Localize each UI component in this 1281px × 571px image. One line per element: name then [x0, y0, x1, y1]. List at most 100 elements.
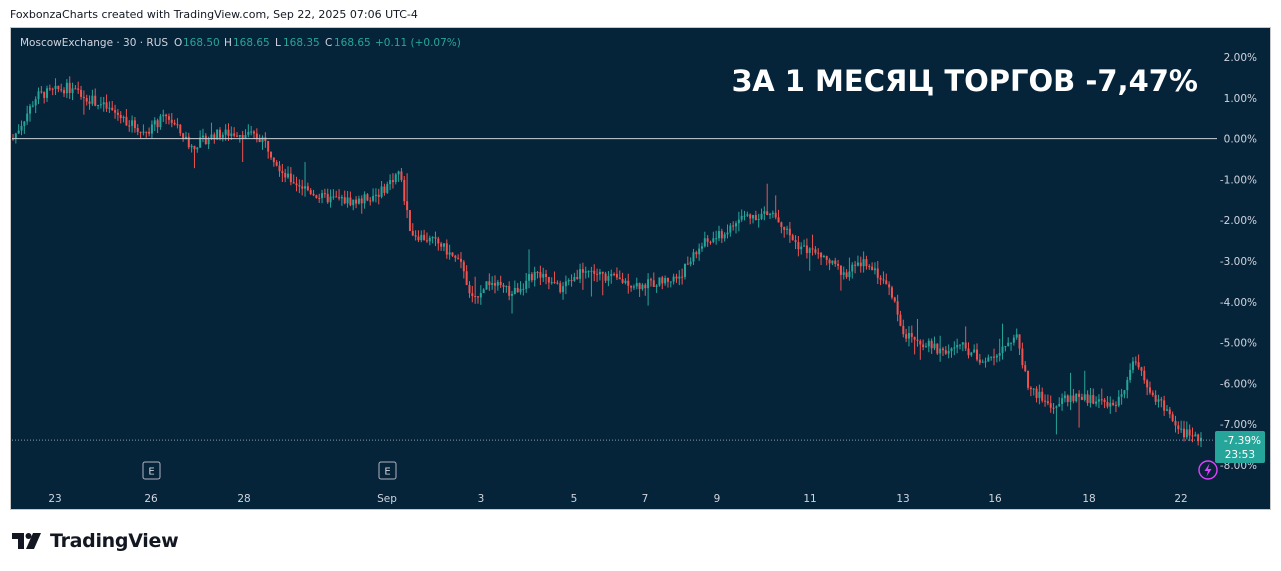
candle-body	[871, 266, 874, 271]
candle-body	[556, 282, 559, 284]
candle-body	[655, 285, 658, 287]
candle-body	[80, 89, 83, 97]
candle-body	[133, 120, 136, 129]
candle-body	[1078, 393, 1081, 397]
candle-body	[60, 89, 63, 91]
candle-body	[323, 193, 326, 195]
candle-body	[735, 223, 738, 227]
candle-body	[1143, 370, 1146, 381]
candle-body	[349, 197, 352, 206]
candle-body	[1072, 395, 1075, 402]
candle-body	[658, 277, 661, 286]
candle-body	[247, 131, 250, 135]
candle-body	[587, 271, 590, 273]
candle-body	[440, 243, 443, 247]
y-tick-label: 0.00%	[1224, 134, 1257, 146]
candle-body	[661, 277, 664, 284]
candle-body	[712, 238, 715, 242]
candle-body	[913, 336, 916, 340]
candle-body	[201, 135, 204, 138]
candle-body	[1126, 380, 1129, 391]
candle-body	[1001, 346, 1004, 354]
candle-body	[48, 88, 51, 90]
candle-body	[488, 281, 491, 285]
candle-body	[428, 237, 431, 242]
candle-body	[238, 134, 241, 137]
candle-body	[956, 344, 959, 348]
candle-body	[272, 157, 275, 163]
candle-body	[978, 359, 981, 363]
candle-body	[1177, 425, 1180, 430]
candle-body	[822, 256, 825, 258]
candle-body	[990, 356, 993, 358]
candle-body	[596, 273, 599, 275]
candle-body	[621, 279, 624, 283]
candle-body	[434, 237, 437, 239]
candle-body	[573, 277, 576, 281]
candle-body	[437, 238, 440, 244]
candle-body	[522, 288, 525, 290]
candle-body	[1200, 437, 1202, 442]
x-tick-label: 9	[714, 493, 721, 505]
candle-body	[366, 194, 369, 201]
y-axis[interactable]: 2.00% 1.00% 0.00% -1.00% -2.00% -3.00% -4.00% -…	[1220, 52, 1257, 472]
candle-body	[148, 131, 151, 134]
candle-body	[550, 282, 553, 284]
candle-body	[1066, 395, 1069, 403]
legend-o-value: 168.50	[183, 37, 220, 49]
legend-l-value: 168.35	[283, 37, 320, 49]
candle-body	[865, 259, 868, 267]
candle-body	[970, 352, 973, 356]
lightning-icon[interactable]	[1198, 460, 1218, 480]
candle-body	[567, 280, 570, 282]
candle-body	[834, 260, 837, 264]
candle-body	[837, 263, 840, 266]
earnings-marker[interactable]: E	[142, 461, 161, 480]
candle-body	[899, 314, 902, 326]
candle-body	[230, 133, 233, 136]
x-axis[interactable]: 23 26 28 Sep 3 5 7 9 11 13 16 18 22	[48, 493, 1187, 505]
candle-body	[1007, 342, 1010, 347]
candle-body	[939, 348, 942, 354]
candle-body	[717, 231, 720, 239]
y-tick-label: -2.00%	[1220, 215, 1257, 227]
candle-body	[448, 252, 451, 255]
candle-body	[981, 361, 984, 363]
candle-body	[859, 262, 862, 267]
candle-body	[794, 240, 797, 242]
chart-svg[interactable]: 2.00% 1.00% 0.00% -1.00% -2.00% -3.00% -4.00% -…	[11, 28, 1272, 511]
candle-body	[46, 88, 49, 98]
candle-body	[984, 361, 987, 363]
x-tick-label: 5	[571, 493, 578, 505]
candle-body	[516, 287, 519, 293]
candle-body	[383, 186, 386, 193]
candle-body	[530, 274, 533, 281]
legend-c-label: C	[325, 37, 332, 49]
candle-body	[445, 243, 448, 255]
candle-body	[145, 131, 148, 133]
candle-body	[281, 171, 284, 174]
candle-body	[1086, 394, 1089, 404]
candle-body	[235, 135, 238, 137]
candle-body	[479, 293, 482, 298]
candle-body	[627, 280, 630, 286]
candle-body	[601, 271, 604, 274]
candle-body	[1044, 400, 1047, 402]
candle-body	[672, 276, 675, 282]
candle-body	[936, 343, 939, 354]
tradingview-footer[interactable]: TradingView	[12, 530, 179, 552]
candle-body	[17, 130, 20, 134]
candle-body	[221, 134, 224, 138]
chart-frame[interactable]: 2.00% 1.00% 0.00% -1.00% -2.00% -3.00% -4.00% -…	[10, 27, 1271, 510]
candle-body	[732, 225, 735, 227]
candle-body	[910, 333, 913, 337]
candle-body	[287, 173, 290, 178]
y-tick-label: 2.00%	[1224, 52, 1257, 64]
earnings-marker[interactable]: E	[378, 461, 397, 480]
candle-body	[644, 284, 647, 289]
candle-body	[261, 137, 264, 143]
candle-body	[856, 262, 859, 266]
candle-body	[176, 124, 179, 126]
candle-body	[122, 116, 125, 119]
candle-body	[321, 193, 324, 198]
